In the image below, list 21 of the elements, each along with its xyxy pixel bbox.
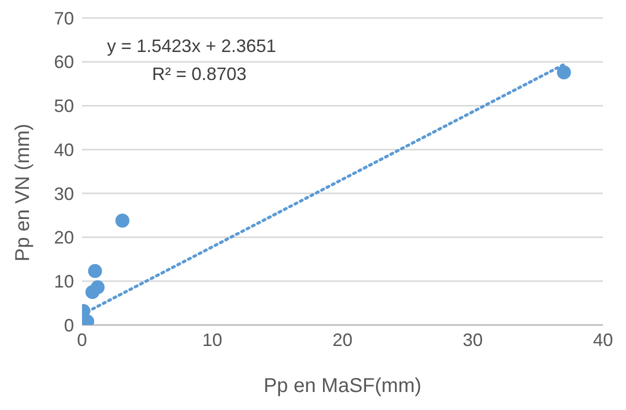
- y-tick-label: 40: [54, 140, 74, 160]
- x-tick-label: 30: [462, 330, 483, 350]
- y-tick-label: 20: [54, 228, 74, 248]
- y-tick-label: 70: [54, 8, 74, 28]
- x-axis-title: Pp en MaSF(mm): [264, 375, 422, 397]
- point: [85, 285, 100, 300]
- x-tick-label: 20: [332, 330, 353, 350]
- y-tick-label: 60: [54, 52, 74, 72]
- annotation: y = 1.5423x + 2.3651: [107, 36, 276, 57]
- x-tick-label: 0: [76, 330, 88, 350]
- x-tick-label: 40: [592, 330, 614, 350]
- annotation: R² = 0.8703: [152, 64, 247, 85]
- point: [88, 264, 102, 278]
- y-tick-label: 30: [54, 184, 74, 204]
- y-tick-label: 10: [54, 272, 74, 292]
- y-tick-label: 50: [54, 96, 74, 116]
- y-tick-label: 0: [64, 315, 74, 336]
- point: [115, 214, 130, 228]
- x-tick-label: 10: [202, 330, 222, 350]
- point: [556, 65, 571, 80]
- y-axis-title: Pp en VN (mm): [12, 124, 34, 262]
